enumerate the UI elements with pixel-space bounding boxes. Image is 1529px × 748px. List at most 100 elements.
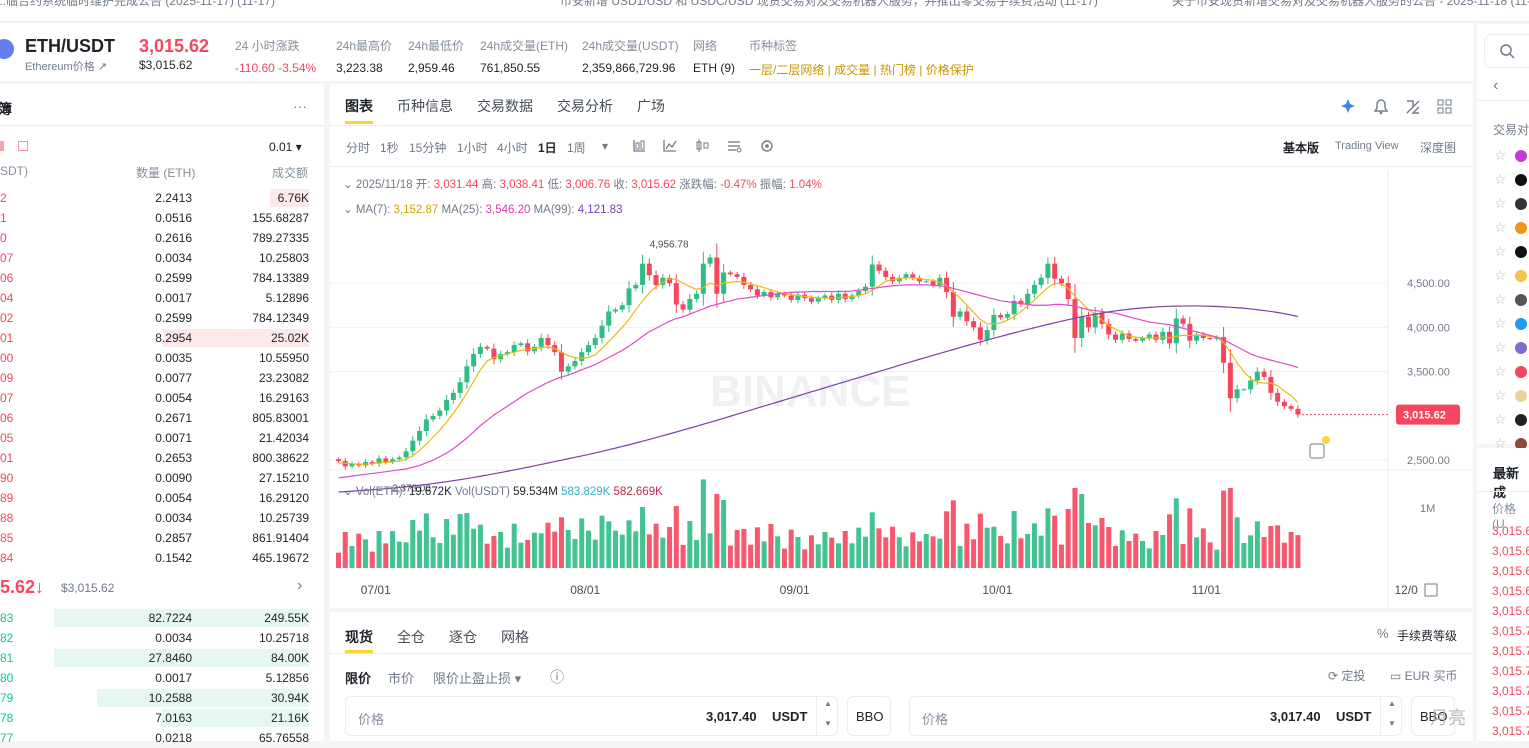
bbo-button[interactable]: BBO <box>847 696 891 736</box>
candle-body[interactable] <box>491 348 497 360</box>
info-icon[interactable]: ⓘ <box>550 669 564 685</box>
candle-body[interactable] <box>1268 376 1274 393</box>
trade-tab-isolated[interactable]: 逐仓 <box>449 629 477 645</box>
bid-row[interactable]: 82 0.0034 10.25718 <box>0 628 318 648</box>
candle-body[interactable] <box>464 366 470 383</box>
candle-body[interactable] <box>896 277 902 282</box>
candle-body[interactable] <box>687 299 693 310</box>
candle-body[interactable] <box>1248 380 1254 390</box>
mid-price[interactable]: 5.62↓ <box>0 577 45 597</box>
stat-tags[interactable]: 币种标签 一层/二层网络 | 成交量 | 热门榜 | 价格保护 <box>749 39 974 77</box>
tf-1d[interactable]: 1日 <box>538 141 557 155</box>
ask-row[interactable]: 01 0.2653 800.38622 <box>0 448 318 468</box>
announcement-item[interactable]: 关于币安现货新增交易对及交易机器人服务的公告 - 2025-11-18 (11-… <box>1172 0 1529 8</box>
candle-body[interactable] <box>876 264 882 271</box>
candle-body[interactable] <box>1065 283 1071 300</box>
candle-body[interactable] <box>437 410 443 416</box>
candle-body[interactable] <box>498 353 504 360</box>
order-type-market[interactable]: 市价 <box>388 671 415 686</box>
candle-body[interactable] <box>1241 389 1247 391</box>
candle-body[interactable] <box>626 288 632 306</box>
candle-body[interactable] <box>1058 278 1064 284</box>
candle-body[interactable] <box>417 430 423 441</box>
candle-body[interactable] <box>998 314 1004 318</box>
buy-price-input[interactable]: 价格 3,017.40 USDT ▲ ▼ <box>345 696 838 736</box>
candle-body[interactable] <box>680 304 686 310</box>
candle-body[interactable] <box>1234 389 1240 399</box>
candle-body[interactable] <box>579 352 585 362</box>
pair-subtitle-link[interactable]: Ethereum价格 ↗ <box>25 61 107 73</box>
ask-row[interactable]: 04 0.0017 5.12896 <box>0 288 318 308</box>
ask-row[interactable]: 2 2.2413 6.76K <box>0 188 318 208</box>
announcement-item[interactable]: 币安新增 USD1/USD 和 USDC/USD 现货交易对及交易机器人服务，并… <box>560 0 1098 8</box>
recurring-buy-link[interactable]: ⟳ 定投 <box>1328 669 1366 683</box>
candle-body[interactable] <box>1018 300 1024 305</box>
tab-trade-data[interactable]: 交易数据 <box>477 98 533 114</box>
trade-tab-cross[interactable]: 全仓 <box>397 629 425 645</box>
candle-body[interactable] <box>1106 323 1112 335</box>
candle-body[interactable] <box>714 257 720 294</box>
candle-body[interactable] <box>1038 277 1044 285</box>
buy-eur-link[interactable]: ▭ EUR 买币 <box>1390 669 1458 683</box>
candle-body[interactable] <box>396 457 402 460</box>
candle-body[interactable] <box>1180 318 1186 324</box>
candle-body[interactable] <box>599 325 605 338</box>
candle-body[interactable] <box>977 327 983 340</box>
candle-body[interactable] <box>1207 338 1213 339</box>
candle-body[interactable] <box>585 345 591 353</box>
candle-body[interactable] <box>592 338 598 346</box>
bid-row[interactable]: 79 10.2588 30.94K <box>0 688 318 708</box>
candle-body[interactable] <box>403 451 409 458</box>
tf-1s[interactable]: 1秒 <box>380 141 399 155</box>
candle-body[interactable] <box>504 352 510 354</box>
favorite-star-icon[interactable]: ☆ <box>1494 243 1507 259</box>
favorite-star-icon[interactable]: ☆ <box>1494 339 1507 355</box>
tf-15m[interactable]: 15分钟 <box>409 141 447 155</box>
favorite-star-icon[interactable]: ☆ <box>1494 435 1507 451</box>
scale-handle-icon[interactable] <box>1424 583 1438 597</box>
ask-row[interactable]: 06 0.2599 784.13389 <box>0 268 318 288</box>
ask-row[interactable]: 07 0.0034 10.25803 <box>0 248 318 268</box>
candle-body[interactable] <box>1112 334 1118 340</box>
candle-body[interactable] <box>917 277 923 282</box>
candle-body[interactable] <box>1031 284 1037 294</box>
view-basic[interactable]: 基本版 <box>1283 141 1320 155</box>
more-icon[interactable]: ··· <box>293 98 307 114</box>
favorite-star-icon[interactable]: ☆ <box>1494 267 1507 283</box>
candle-body[interactable] <box>748 284 754 290</box>
bid-row[interactable]: 78 7.0163 21.16K <box>0 708 318 728</box>
favorite-star-icon[interactable]: ☆ <box>1494 147 1507 163</box>
candle-body[interactable] <box>653 275 659 285</box>
grid-icon[interactable] <box>1437 99 1452 114</box>
favorite-star-icon[interactable]: ☆ <box>1494 315 1507 331</box>
candle-body[interactable] <box>1153 334 1159 340</box>
candle-body[interactable] <box>1261 371 1267 377</box>
candle-body[interactable] <box>788 295 794 300</box>
candle-body[interactable] <box>390 459 396 462</box>
candle-body[interactable] <box>667 277 673 284</box>
candle-body[interactable] <box>964 311 970 322</box>
candle-body[interactable] <box>450 392 456 400</box>
candle-body[interactable] <box>1140 338 1146 341</box>
bid-row[interactable]: 83 82.7224 249.55K <box>0 608 318 628</box>
candle-body[interactable] <box>518 343 524 346</box>
candle-body[interactable] <box>971 321 977 328</box>
candle-body[interactable] <box>734 274 740 277</box>
candle-body[interactable] <box>1052 263 1058 279</box>
candle-body[interactable] <box>883 270 889 277</box>
trade-tab-spot[interactable]: 现货 <box>345 629 373 645</box>
bid-row[interactable]: 80 0.0017 5.12856 <box>0 668 318 688</box>
candle-body[interactable] <box>707 257 713 264</box>
candle-body[interactable] <box>1119 333 1125 340</box>
candle-body[interactable] <box>336 459 341 462</box>
candle-body[interactable] <box>484 346 490 349</box>
tab-square[interactable]: 广场 <box>637 98 665 114</box>
candle-body[interactable] <box>869 264 875 287</box>
candle-body[interactable] <box>1045 263 1051 278</box>
candle-body[interactable] <box>1194 334 1200 341</box>
candle-body[interactable] <box>640 263 646 285</box>
candle-body[interactable] <box>1288 406 1294 409</box>
candle-body[interactable] <box>944 277 950 292</box>
ask-row[interactable]: 07 0.0054 16.29163 <box>0 388 318 408</box>
more-arrow-icon[interactable]: › <box>297 577 303 594</box>
